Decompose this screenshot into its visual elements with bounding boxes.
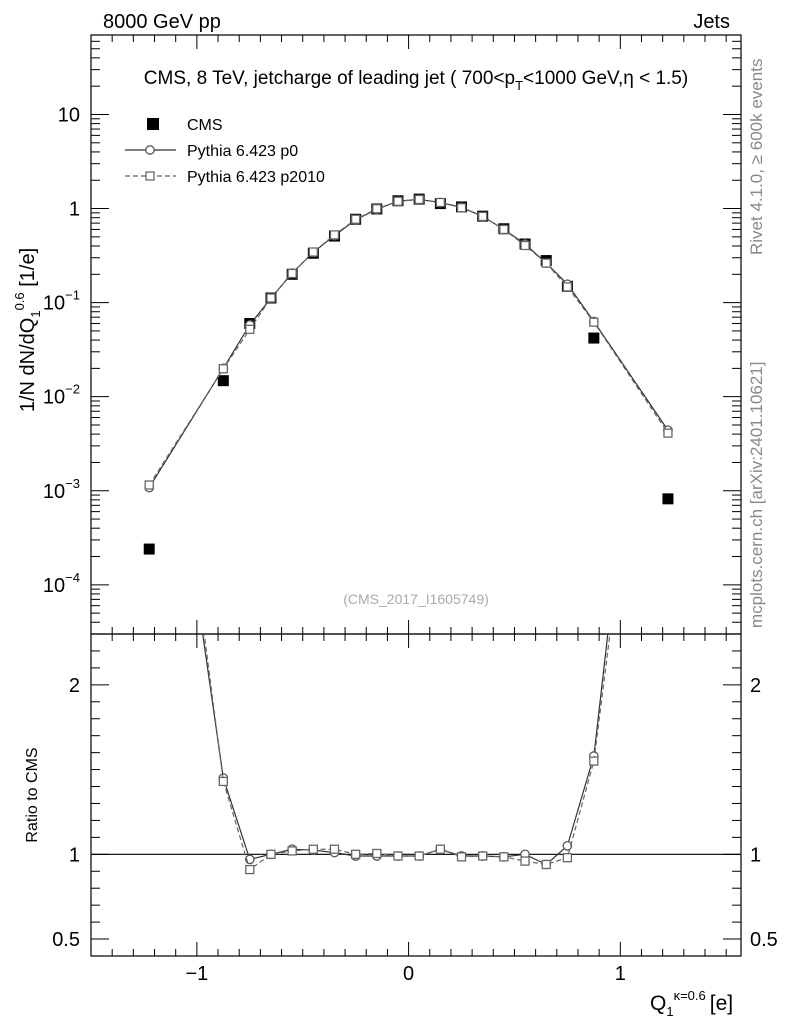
cms-data-point: [143, 543, 155, 555]
ratio-point: [414, 851, 424, 861]
mc-point: [218, 364, 228, 374]
x-axis-label: Q1κ=0.6 [e]: [650, 988, 733, 1019]
legend-item: Pythia 6.423 p0: [125, 143, 298, 160]
ratio-tick-label: 0.5: [52, 929, 80, 951]
legend-label: Pythia 6.423 p2010: [187, 169, 325, 186]
ratio-point: [562, 853, 573, 863]
mc-point: [414, 194, 424, 205]
legend-swatch: [147, 118, 159, 130]
legend-item: CMS: [147, 117, 223, 134]
mc-point: [329, 230, 340, 240]
ratio-pythia-6-423-p0: [202, 634, 609, 870]
ratio-point: [218, 776, 228, 787]
ratio-line: [202, 634, 609, 866]
cms-data-point: [588, 332, 600, 344]
x-tick-label: −1: [185, 963, 208, 985]
ratio-y-axis-label: Ratio to CMS: [24, 747, 41, 842]
legend-swatch-marker: [145, 145, 155, 155]
ratio-point: [308, 844, 318, 854]
ratio-point: [562, 840, 573, 851]
cms-data-point: [217, 375, 229, 387]
y-axis-label: 1/N dN/dQ10.6 [1/e]: [12, 248, 43, 412]
ratio-point: [456, 852, 467, 862]
ratio-tick-label-right: 0.5: [750, 929, 778, 951]
mc-point: [663, 428, 673, 438]
ratio-tick-label: 1: [69, 844, 80, 866]
ratio-point: [351, 849, 361, 859]
ratio-point: [520, 856, 530, 866]
ratio-series-layer: [202, 634, 611, 875]
ratio-point: [329, 844, 340, 854]
ratio-point: [245, 864, 255, 875]
y-tick-label: 10−3: [43, 476, 80, 503]
series-layer: [143, 193, 674, 555]
mc-point: [520, 240, 530, 251]
series-pythia-6-423-p2010: [144, 194, 673, 490]
ratio-point: [478, 851, 488, 861]
svg-text:1/N dN/dQ10.6 [1/e]: 1/N dN/dQ10.6 [1/e]: [12, 248, 43, 412]
mc-point: [245, 324, 255, 334]
energy-label: 8000 GeV pp: [103, 11, 221, 33]
main-axis-ticks: 10−4 10−3 10−2 10−1 1 10: [43, 34, 741, 635]
legend-label: CMS: [187, 117, 223, 134]
ratio-point: [435, 844, 445, 854]
y-tick-label: 10−2: [43, 382, 80, 409]
cms-data-point: [662, 493, 674, 505]
ratio-point: [541, 859, 551, 870]
mc-point: [589, 317, 599, 327]
process-label: Jets: [693, 11, 730, 33]
mc-point: [372, 204, 382, 214]
ratio-tick-label-right: 2: [750, 675, 761, 697]
ratio-axis-ticks: −1 0 1 0.5 0.5 1 1 2 2: [52, 633, 778, 985]
mc-point: [393, 196, 403, 206]
mc-point: [499, 224, 509, 235]
ratio-point: [589, 756, 599, 766]
mc-point: [478, 211, 488, 222]
ratio-plot-frame: [90, 633, 742, 957]
ratio-point: [372, 848, 382, 859]
mc-point: [541, 258, 551, 268]
mc-point: [144, 480, 154, 490]
y-tick-label: 10: [58, 104, 80, 126]
mc-point: [456, 203, 467, 213]
ratio-point: [499, 852, 509, 862]
mcplots-source-label: mcplots.cern.ch [arXiv:2401.10621]: [747, 362, 766, 628]
x-tick-label: 0: [403, 963, 414, 985]
mc-point: [351, 214, 361, 224]
legend-label: Pythia 6.423 p0: [187, 143, 298, 160]
x-tick-label: 1: [615, 963, 626, 985]
plot-title: CMS, 8 TeV, jetcharge of leading jet ( 7…: [144, 68, 688, 93]
y-tick-label: 10−1: [43, 288, 80, 315]
rivet-version-label: Rivet 4.1.0, ≥ 600k events: [747, 59, 766, 255]
ratio-tick-label: 2: [69, 675, 80, 697]
ratio-point: [393, 851, 403, 861]
series-cms: [143, 193, 674, 555]
ratio-point: [266, 849, 276, 859]
mc-point: [435, 197, 445, 208]
mc-point: [287, 268, 297, 279]
legend: CMS Pythia 6.423 p0 Pythia 6.423 p2010: [125, 117, 325, 186]
mc-point: [562, 282, 573, 292]
legend-swatch-marker: [145, 171, 155, 181]
legend-item: Pythia 6.423 p2010: [125, 169, 325, 186]
ratio-pythia-6-423-p2010: [203, 634, 611, 875]
y-tick-label: 10−4: [43, 570, 80, 597]
mc-point: [266, 293, 276, 303]
ratio-tick-label-right: 1: [750, 844, 761, 866]
y-tick-label: 1: [69, 199, 80, 221]
analysis-id: (CMS_2017_I1605749): [343, 591, 489, 607]
ratio-point: [287, 846, 297, 856]
mc-point: [308, 247, 318, 257]
